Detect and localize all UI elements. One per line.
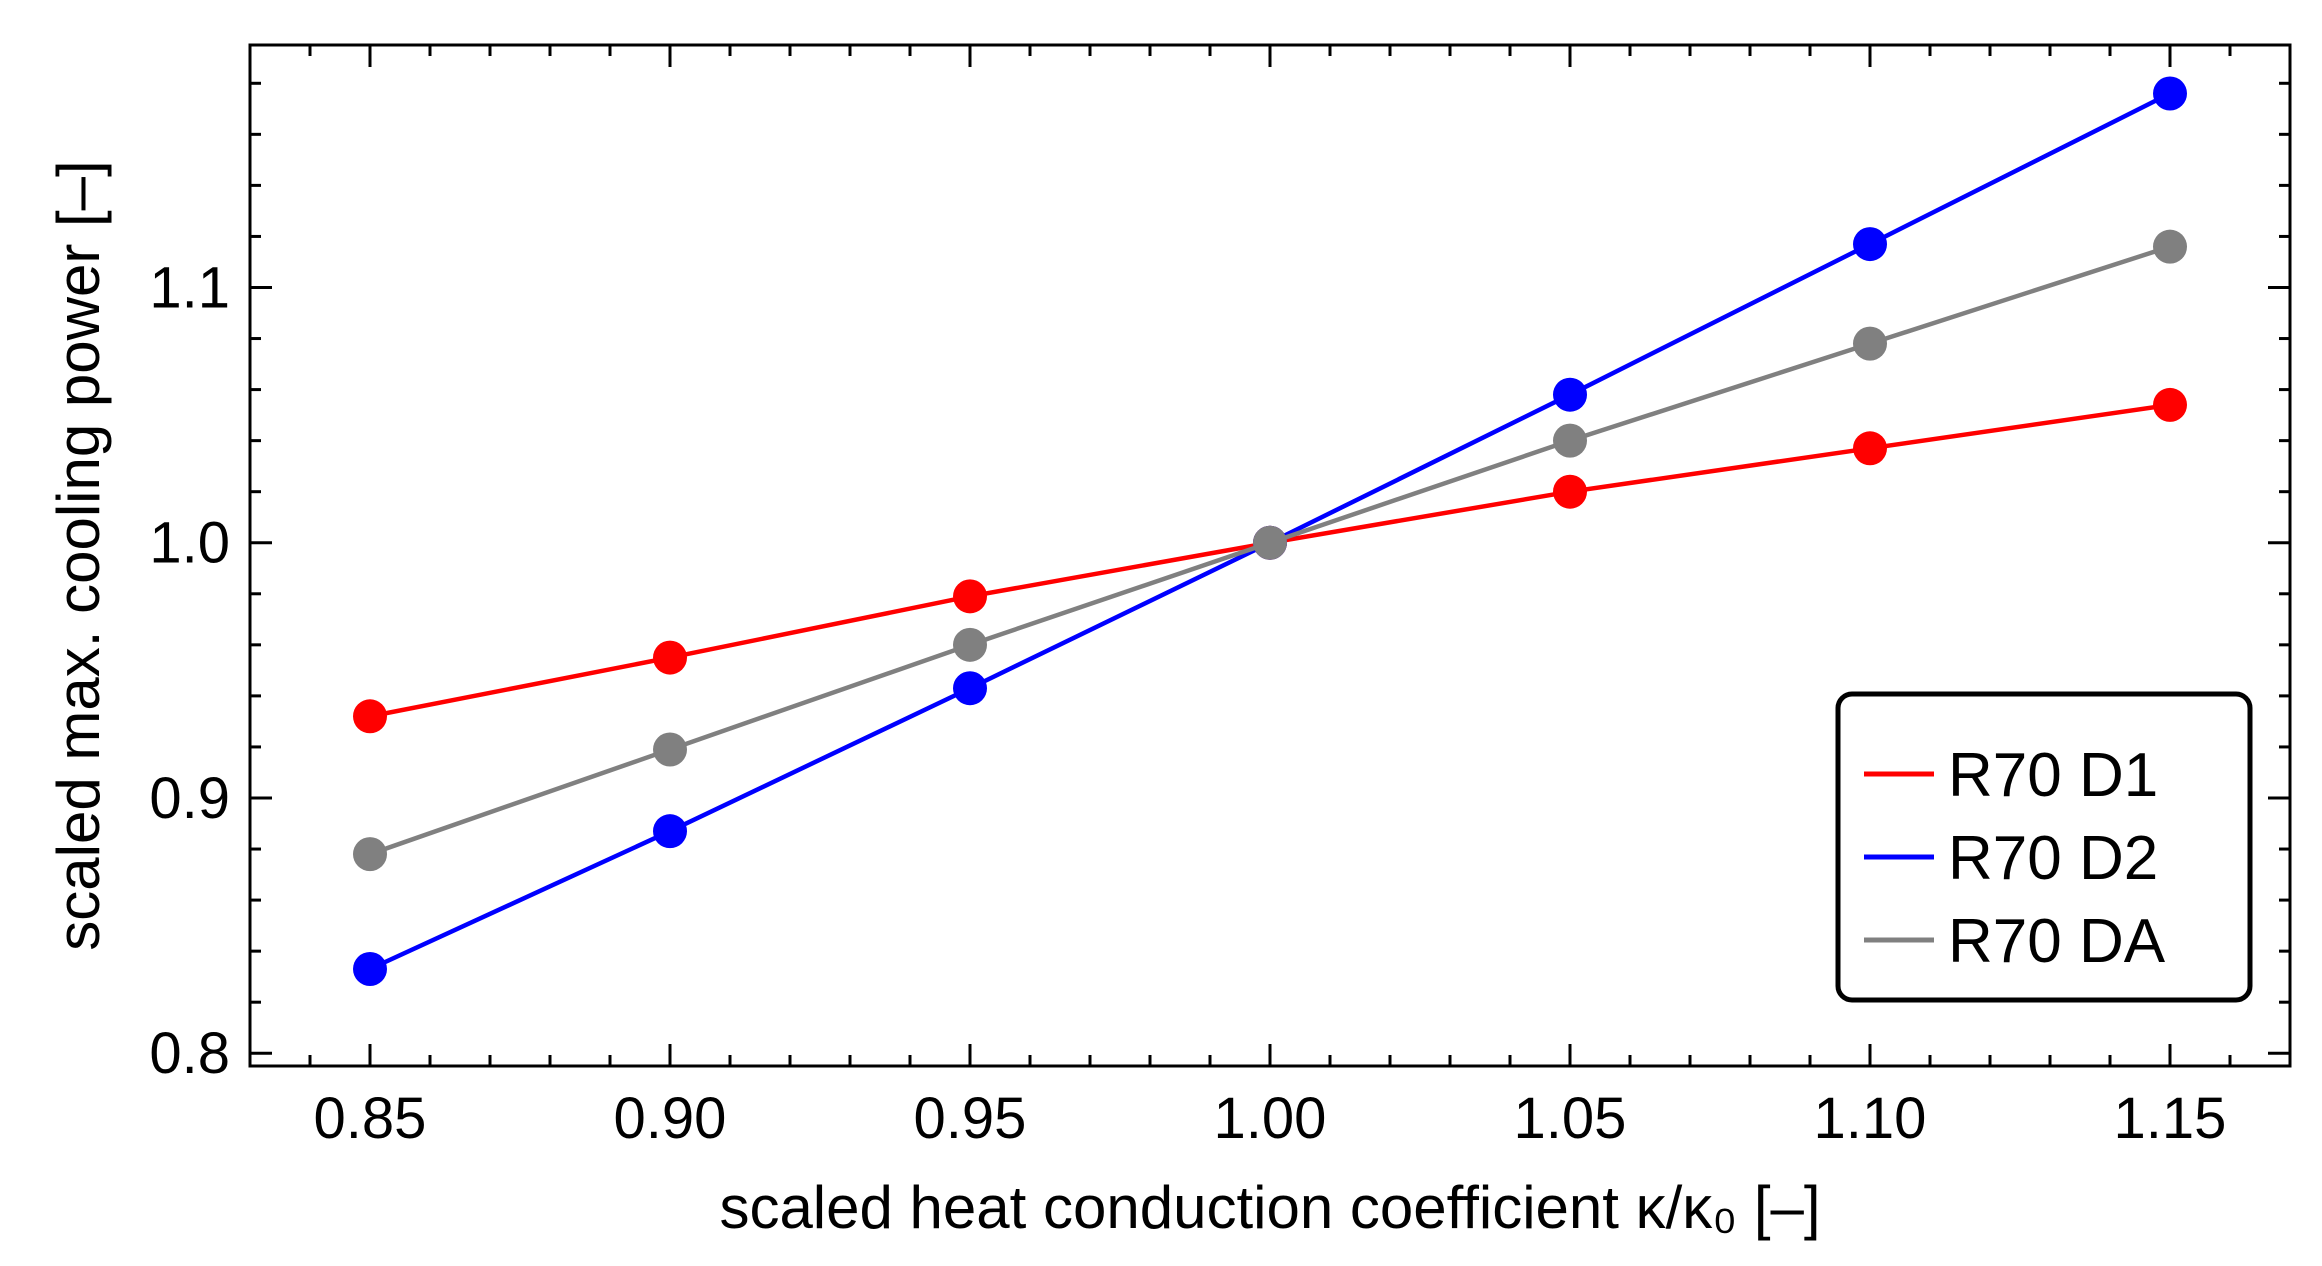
y-tick-label: 0.9 [149, 766, 230, 831]
data-point [953, 671, 987, 705]
x-tick-label: 1.05 [1514, 1086, 1627, 1151]
legend-label: R70 DA [1948, 907, 2166, 976]
data-point [1553, 475, 1587, 509]
y-axis-title: scaled max. cooling power [–] [45, 160, 112, 950]
x-axis-title: scaled heat conduction coefficient κ/κ₀ … [719, 1174, 1820, 1241]
y-tick-label: 1.0 [149, 511, 230, 576]
series-line [370, 405, 2170, 716]
data-point [953, 579, 987, 613]
data-point [653, 814, 687, 848]
data-point [653, 641, 687, 675]
data-point [1853, 431, 1887, 465]
x-tick-label: 1.10 [1814, 1086, 1927, 1151]
y-tick-label: 0.8 [149, 1021, 230, 1086]
data-point [1853, 227, 1887, 261]
data-point [2153, 230, 2187, 264]
data-point [953, 628, 987, 662]
data-point [1553, 378, 1587, 412]
data-point [1853, 327, 1887, 361]
x-tick-label: 1.15 [2114, 1086, 2227, 1151]
legend-label: R70 D1 [1948, 741, 2158, 810]
x-tick-label: 0.95 [914, 1086, 1027, 1151]
data-point [1253, 526, 1287, 560]
x-tick-label: 0.90 [614, 1086, 727, 1151]
data-point [653, 732, 687, 766]
data-point [353, 699, 387, 733]
data-point [353, 952, 387, 986]
y-tick-label: 1.1 [149, 255, 230, 320]
data-point [2153, 76, 2187, 110]
legend-label: R70 D2 [1948, 824, 2158, 893]
x-tick-label: 1.00 [1214, 1086, 1327, 1151]
chart: 0.85 0.90 0.95 1.00 1.05 1.10 1.15 0.8 0.9 1.0 1.1… [0, 0, 2322, 1266]
x-tick-label: 0.85 [314, 1086, 427, 1151]
data-point [2153, 388, 2187, 422]
series-r70-d1 [353, 388, 2187, 733]
data-point [1553, 424, 1587, 458]
legend: R70 D1 R70 D2 R70 DA [1838, 694, 2250, 1000]
data-point [353, 837, 387, 871]
